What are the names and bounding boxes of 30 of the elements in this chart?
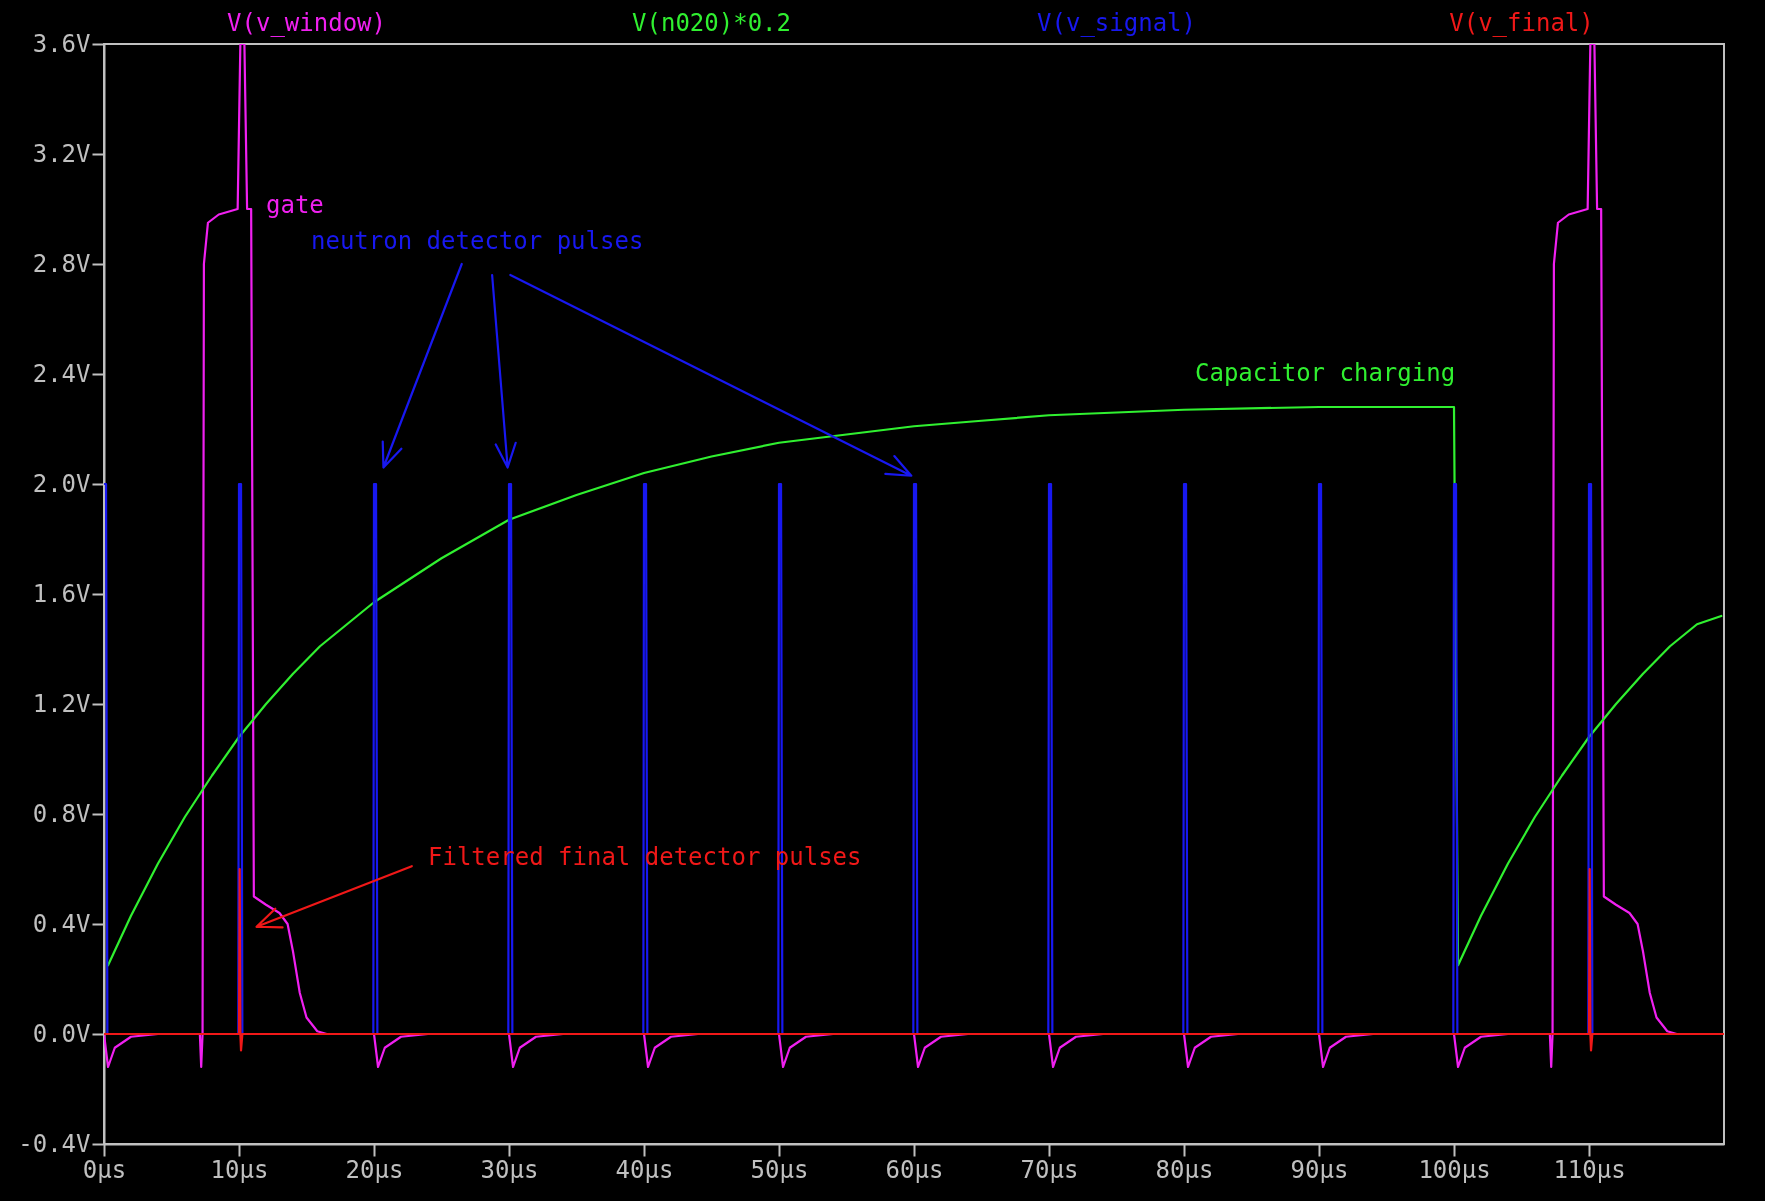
y-tick-label: 0.8V bbox=[32, 799, 91, 828]
y-tick-label: -0.4V bbox=[18, 1129, 91, 1158]
x-tick-label: 70µs bbox=[1020, 1155, 1079, 1184]
y-tick-label: 2.4V bbox=[32, 359, 91, 388]
x-tick-label: 60µs bbox=[885, 1155, 944, 1184]
x-tick-label: 40µs bbox=[615, 1155, 674, 1184]
x-tick-label: 20µs bbox=[345, 1155, 404, 1184]
x-tick-label: 50µs bbox=[750, 1155, 809, 1184]
y-tick-label: 3.6V bbox=[32, 29, 91, 58]
x-tick-label: 90µs bbox=[1290, 1155, 1349, 1184]
y-tick-label: 2.0V bbox=[32, 469, 91, 498]
y-tick-label: 1.6V bbox=[32, 579, 91, 608]
y-tick-label: 0.0V bbox=[32, 1019, 91, 1048]
annotation: Capacitor charging bbox=[1195, 359, 1456, 387]
y-tick-label: 3.2V bbox=[32, 139, 91, 168]
x-tick-label: 30µs bbox=[480, 1155, 539, 1184]
text: V(n020)*0.2 bbox=[632, 9, 791, 37]
x-tick-label: 110µs bbox=[1553, 1155, 1626, 1184]
x-tick-label: 10µs bbox=[210, 1155, 269, 1184]
annotation: neutron detector pulses bbox=[311, 227, 644, 255]
text: V(v_final) bbox=[1449, 9, 1594, 37]
x-tick-label: 0µs bbox=[82, 1155, 127, 1184]
y-tick-label: 1.2V bbox=[32, 689, 91, 718]
x-tick-label: 100µs bbox=[1418, 1155, 1491, 1184]
series-label: V(v_window) bbox=[227, 9, 386, 37]
y-tick-label: 0.4V bbox=[32, 909, 91, 938]
text: V(v_signal) bbox=[1037, 9, 1196, 37]
annotation: gate bbox=[266, 191, 324, 219]
y-tick-label: 2.8V bbox=[32, 249, 91, 278]
x-tick-label: 80µs bbox=[1155, 1155, 1214, 1184]
